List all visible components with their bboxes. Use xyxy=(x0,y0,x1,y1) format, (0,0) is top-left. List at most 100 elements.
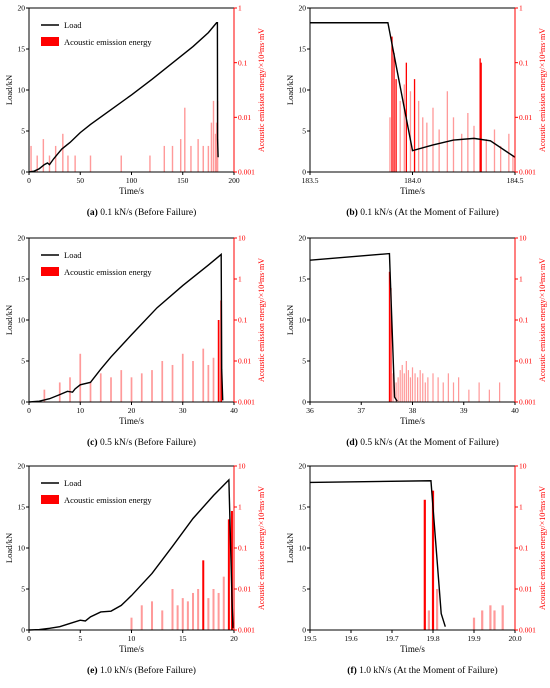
y2-tick-label: 0.001 xyxy=(519,626,536,635)
y2-tick-label: 0.1 xyxy=(238,316,248,325)
x-tick-label: 184.0 xyxy=(404,176,421,185)
y2-tick-label: 10 xyxy=(519,234,527,243)
chart-panel-d: 36 37 38 39 40 0 5 10 15 20 0.001 0.01 0.1 1 10 Time/s L… xyxy=(285,234,547,448)
chart-legend: Load Acoustic emission energy xyxy=(41,250,152,277)
ae-energy-bar xyxy=(140,373,143,402)
ae-energy-bar xyxy=(458,377,460,402)
ae-energy-bar xyxy=(186,601,189,630)
x-tick-label: 36 xyxy=(306,406,314,415)
x-tick-label: 5 xyxy=(78,634,82,643)
ae-energy-bar xyxy=(419,370,421,402)
ae-energy-bar xyxy=(446,91,449,172)
ae-energy-bar xyxy=(473,125,475,172)
ae-energy-bar xyxy=(210,122,213,172)
x-tick-label: 38 xyxy=(409,406,417,415)
y2-tick-label: 10 xyxy=(519,462,527,471)
ae-energy-bar xyxy=(74,155,76,172)
ae-energy-bar xyxy=(452,382,455,402)
ae-energy-bar xyxy=(472,617,476,630)
y-tick-label: 0 xyxy=(21,168,25,177)
legend-load-label: Load xyxy=(64,20,82,30)
x-tick-label: 200 xyxy=(228,176,240,185)
y-tick-label: 20 xyxy=(18,234,26,243)
ae-energy-bar xyxy=(67,155,69,172)
ae-energy-bar xyxy=(395,382,397,402)
ae-energy-bar xyxy=(227,519,230,630)
ae-energy-bar xyxy=(467,113,469,172)
chart-legend: Load Acoustic emission energy xyxy=(41,478,152,505)
ae-energy-bar xyxy=(436,589,439,630)
ae-energy-bar xyxy=(207,598,210,630)
ae-energy-bar xyxy=(393,53,395,172)
y-axis-title: Load/kN xyxy=(4,533,14,563)
ae-energy-bar xyxy=(452,117,455,172)
y2-axis-title: Acoustic emission energy/×10⁴ms·mV xyxy=(538,258,547,382)
ae-energy-series xyxy=(388,271,501,402)
ae-energy-series xyxy=(423,490,504,630)
load-curve xyxy=(309,252,398,402)
load-curve xyxy=(28,22,219,173)
ae-energy-bar xyxy=(192,592,195,630)
x-tick-label: 0 xyxy=(27,634,31,643)
ae-energy-bar xyxy=(197,139,199,172)
legend-load-label: Load xyxy=(64,250,82,260)
y-tick-label: 20 xyxy=(18,462,26,471)
x-tick-label: 0 xyxy=(27,406,31,415)
y-tick-label: 15 xyxy=(299,45,307,54)
ae-energy-bar xyxy=(163,145,166,172)
ae-energy-bar xyxy=(395,79,397,172)
y2-axis-title: Acoustic emission energy/×10⁴ms·mV xyxy=(538,486,547,610)
y2-tick-label: 1 xyxy=(238,4,242,13)
ae-energy-bar xyxy=(140,605,143,630)
x-tick-label: 19.5 xyxy=(303,634,316,643)
ae-energy-bar xyxy=(417,100,420,172)
ae-energy-bar xyxy=(179,139,182,172)
y-axis-title: Load/kN xyxy=(4,75,14,105)
ae-energy-bar xyxy=(217,320,220,402)
x-tick-label: 19.6 xyxy=(344,634,357,643)
ae-energy-bar xyxy=(212,357,215,402)
y-tick-label: 5 xyxy=(302,357,306,366)
y-tick-label: 0 xyxy=(302,626,306,635)
ae-energy-bar xyxy=(197,589,200,630)
panel-caption: (a) 0.1 kN/s (Before Failure) xyxy=(87,207,196,218)
legend-ae-swatch xyxy=(41,495,59,504)
caption-tag: (d) xyxy=(346,437,358,448)
chart-legend: Load Acoustic emission energy xyxy=(41,20,152,47)
ae-energy-bar xyxy=(479,58,481,173)
y-tick-label: 5 xyxy=(302,585,306,594)
ae-energy-bar xyxy=(417,377,419,402)
ae-energy-bar xyxy=(432,373,434,402)
x-tick-label: 20 xyxy=(230,634,238,643)
y-tick-label: 5 xyxy=(21,127,25,136)
ae-energy-bar xyxy=(58,382,61,402)
ae-energy-bar xyxy=(427,610,430,630)
y2-axis-title: Acoustic emission energy/×10⁴ms·mV xyxy=(257,486,266,610)
ae-energy-bar xyxy=(207,145,210,172)
ae-energy-bar xyxy=(30,145,32,172)
ae-energy-bar xyxy=(501,605,504,630)
ae-energy-bar xyxy=(171,364,174,402)
x-tick-label: 0 xyxy=(27,176,31,185)
x-axis-title: Time/s xyxy=(400,416,425,426)
x-tick-label: 40 xyxy=(230,406,238,415)
ae-energy-bar xyxy=(437,377,439,402)
ae-energy-bar xyxy=(161,610,164,630)
y2-axis-title: Acoustic emission energy/×10⁴ms·mV xyxy=(257,258,266,382)
ae-energy-bar xyxy=(130,377,133,402)
panel-caption: (c) 0.5 kN/s (Before Failure) xyxy=(87,437,196,448)
ae-energy-bar xyxy=(42,139,45,172)
y-tick-label: 15 xyxy=(299,503,307,512)
y2-tick-label: 0.01 xyxy=(238,585,251,594)
x-tick-label: 30 xyxy=(179,406,187,415)
y-tick-label: 0 xyxy=(21,398,25,407)
y2-tick-label: 1 xyxy=(238,275,242,284)
ae-energy-bar xyxy=(151,370,153,402)
ae-energy-bar xyxy=(202,560,205,630)
y-tick-label: 5 xyxy=(21,585,25,594)
legend-ae-swatch xyxy=(41,267,59,276)
y-axis-title: Load/kN xyxy=(285,533,295,563)
y2-tick-label: 10 xyxy=(238,234,246,243)
y-tick-label: 10 xyxy=(18,316,26,325)
ae-energy-bar xyxy=(212,100,215,172)
